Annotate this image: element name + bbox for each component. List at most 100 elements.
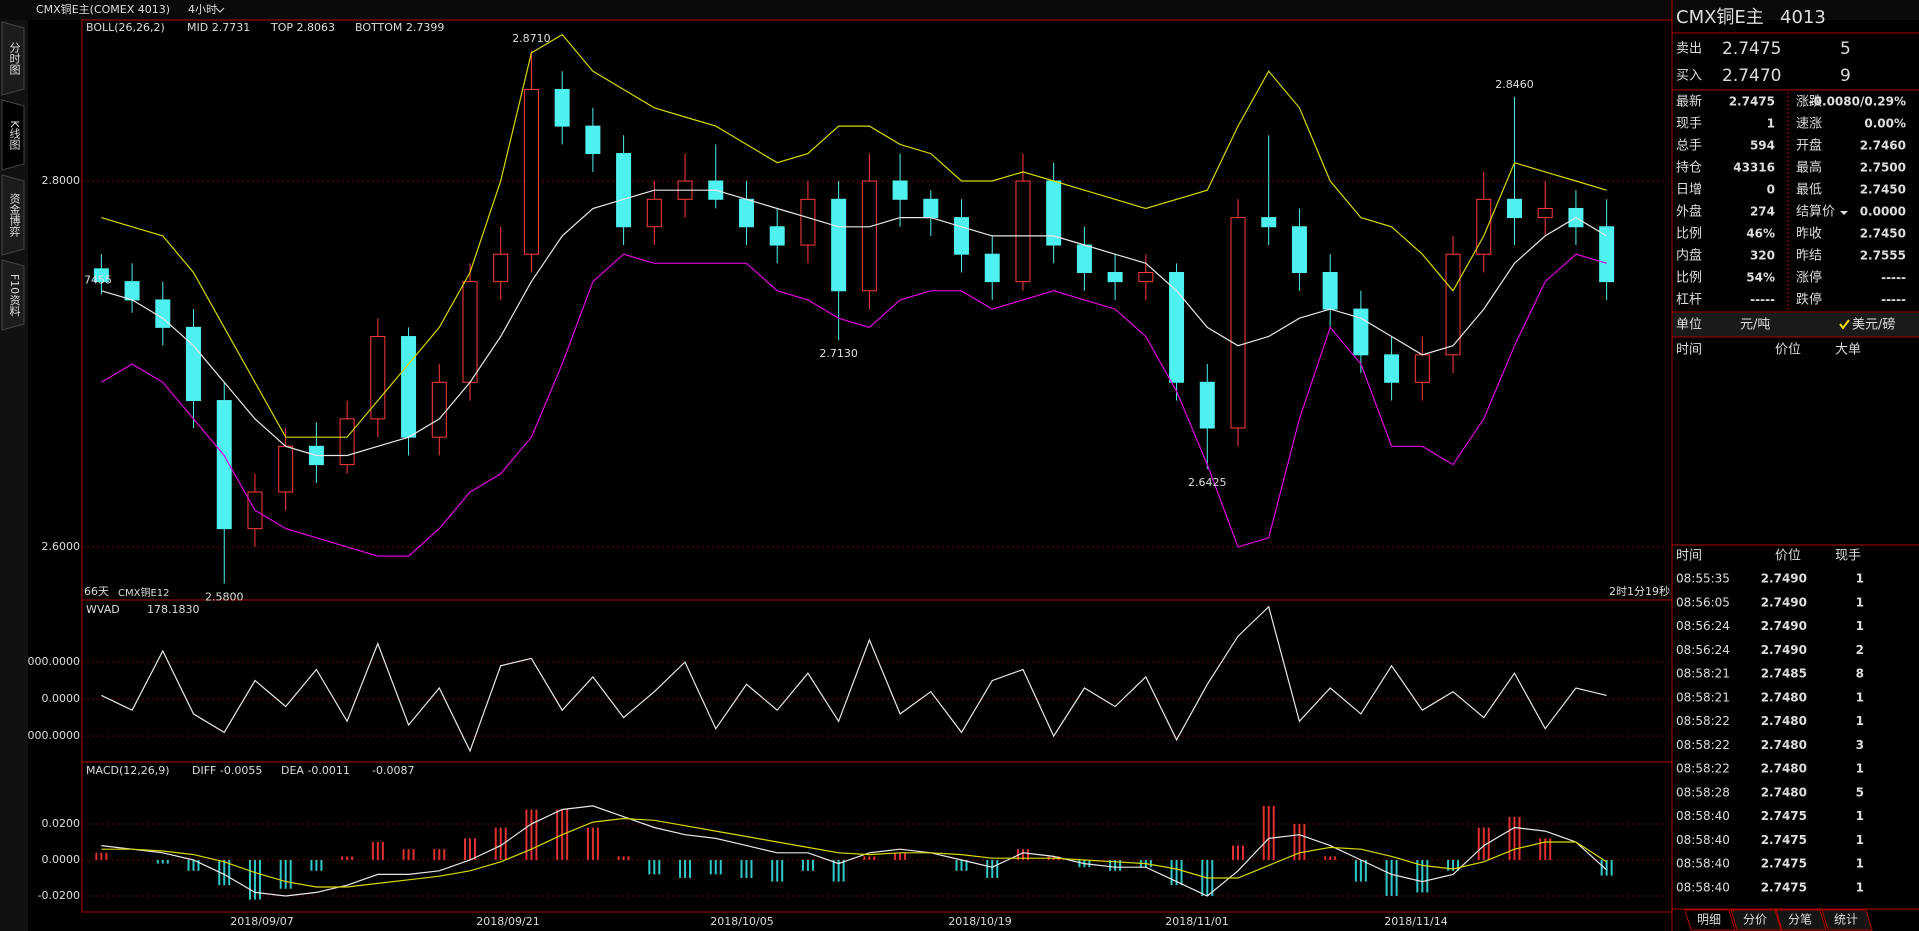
period-select[interactable]: 4小时 [188,3,217,16]
candle-body [861,180,877,292]
side-tab-label[interactable]: K线图 [8,120,21,150]
top-bar [0,0,1919,20]
side-tab[interactable] [1,174,25,256]
legend-text: BOTTOM 2.7399 [355,21,444,34]
candle-body [1384,354,1400,383]
quote-cell: 2.7555 [1860,249,1906,263]
candle-body [1599,226,1615,283]
boll-line [101,189,1607,457]
candle-body [892,180,908,200]
check-mark [1839,319,1850,330]
side-tab-label[interactable]: F10资料 [8,274,21,317]
candle-body [124,281,140,301]
candle-body [831,198,847,292]
trade-time: 08:58:22 [1676,762,1730,776]
trade-time: 08:58:21 [1676,667,1730,681]
candle-body [523,89,539,255]
period-arrow [215,7,225,13]
legend-text: DIFF -0.0055 [192,764,262,777]
candle-body [923,198,939,219]
candle-body [954,217,970,255]
trade-qty: 1 [1856,809,1864,823]
trade-qty: 1 [1856,880,1864,894]
macd-line [101,817,1607,888]
candle-body [1015,180,1031,283]
bottom-tab[interactable] [1684,909,1736,931]
trade-time: 08:56:24 [1676,619,1730,633]
quote-cell: 昨收 [1796,227,1822,242]
book-label: 买入 [1676,69,1702,84]
bottom-tab[interactable] [1775,909,1827,931]
trade-price: 2.7480 [1761,690,1807,704]
quote-cell: 最新 [1676,94,1702,110]
candle-body [401,336,417,438]
candle-body [769,226,785,246]
quote-cell: 0.0000 [1860,205,1906,219]
trade-qty: 1 [1856,833,1864,847]
side-tab[interactable] [1,21,25,96]
quote-cell: 现手 [1676,117,1702,132]
trade-price: 2.7480 [1761,714,1807,728]
table-header: 现手 [1835,549,1861,564]
candle-body [1169,271,1185,383]
dropdown-arrow [1840,211,1848,215]
trade-price: 2.7475 [1761,857,1807,871]
unit-bar [1673,313,1919,337]
bottom-tab[interactable] [1821,909,1873,931]
quote-cell: 594 [1750,139,1775,153]
trade-time: 08:56:05 [1676,595,1730,609]
bottom-tab-label[interactable]: 统计 [1834,913,1858,927]
quote-cell: 0.00% [1864,117,1906,131]
trade-price: 2.7480 [1761,785,1807,799]
trade-price: 2.7490 [1761,595,1807,609]
side-tab[interactable] [1,99,25,171]
candle-body [1199,381,1215,429]
quote-cell: 2.7450 [1860,183,1906,197]
candle-body [1353,308,1369,356]
quote-cell: 结算价 [1796,205,1835,220]
candle-body [554,89,570,127]
table-header: 价位 [1775,549,1801,564]
quote-cell: 日增 [1676,183,1702,198]
trade-price: 2.7480 [1761,738,1807,752]
side-tab[interactable] [1,259,25,331]
quote-cell: 46% [1746,227,1775,241]
trade-qty: 1 [1856,857,1864,871]
side-tab-label[interactable]: 资金博弈 [8,193,21,238]
quote-cell: 2.7450 [1860,227,1906,241]
boll-line [101,33,1607,438]
quote-cell: 274 [1750,205,1775,219]
quote-cell: 涨停 [1796,270,1822,286]
bottom-tab-label[interactable]: 分笔 [1788,912,1812,927]
candle-body [1138,271,1154,283]
trade-time: 08:58:22 [1676,714,1730,728]
unit-option[interactable]: 元/吨 [1740,318,1770,333]
footer-symbol: CMX铜E12 [118,587,170,599]
candle-body [800,198,816,246]
trade-qty: 1 [1856,595,1864,609]
trade-qty: 1 [1856,690,1864,704]
quote-cell: 昨结 [1796,249,1822,264]
legend-text: TOP 2.8063 [270,21,335,34]
unit-option[interactable]: 美元/磅 [1852,317,1895,333]
bottom-tab-label[interactable]: 分价 [1743,913,1767,927]
bottom-tab[interactable] [1730,909,1782,931]
candle-body [278,445,294,493]
book-qty: 5 [1840,39,1851,59]
trade-time: 08:58:28 [1676,785,1730,799]
x-tick-label: 2018/09/07 [230,915,293,928]
bottom-tab-label[interactable]: 明细 [1697,913,1721,927]
quote-cell: 跌停 [1796,292,1822,308]
quote-code: 4013 [1780,7,1826,28]
table-header: 大单 [1835,343,1861,358]
wvad-line [101,605,1607,753]
side-tab-label[interactable]: 分时图 [8,42,21,76]
table-header: 价位 [1775,343,1801,358]
candle-body [1476,198,1492,255]
candle-body [93,268,109,283]
candle-body [1291,226,1307,273]
trade-qty: 1 [1856,762,1864,776]
quote-title: CMX铜E主 [1676,7,1764,28]
